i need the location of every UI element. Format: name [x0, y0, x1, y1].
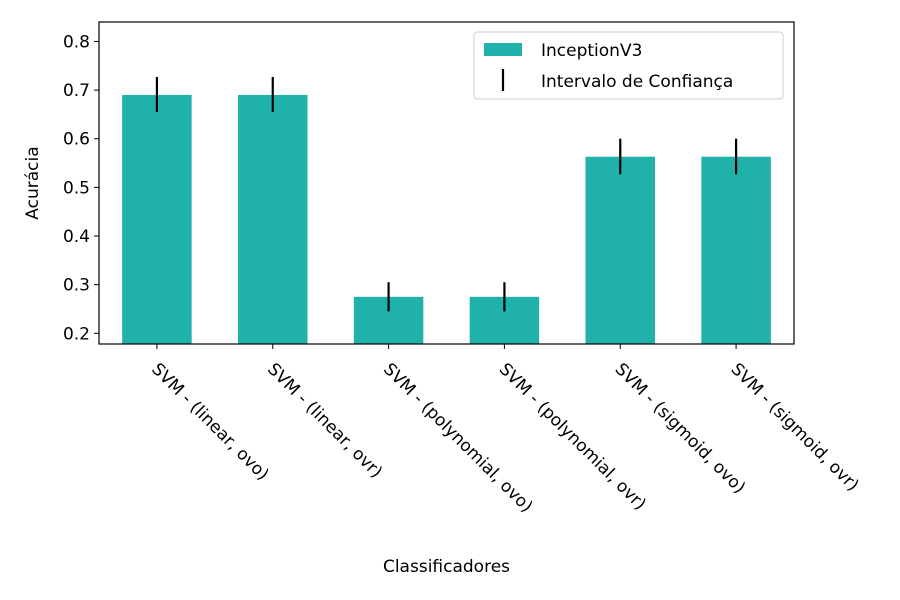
bar-svm-sigmoid-ovo — [585, 156, 655, 344]
error-bars-layer — [155, 76, 738, 312]
legend-swatch-inceptionv3 — [484, 43, 522, 56]
x-tick-label: SVM - (sigmoid, ovr) — [727, 359, 863, 495]
y-tick-label: 0.2 — [63, 324, 90, 344]
legend-label-inceptionv3: InceptionV3 — [541, 41, 642, 61]
bar-svm-sigmoid-ovr — [701, 156, 771, 344]
legend-label-confidence-interval: Intervalo de Confiança — [541, 72, 733, 92]
y-axis: 0.2 0.3 0.4 0.5 0.6 0.7 0.8 — [63, 32, 99, 344]
bar-svm-linear-ovo — [122, 94, 192, 344]
legend: InceptionV3 Intervalo de Confiança — [473, 31, 784, 100]
x-axis-label: Classificadores — [383, 557, 510, 577]
x-tick-label: SVM - (sigmoid, ovo) — [611, 359, 749, 497]
y-tick-label: 0.4 — [63, 227, 90, 247]
y-tick-label: 0.5 — [63, 178, 90, 198]
x-tick-label: SVM - (linear, ovo) — [147, 359, 272, 484]
y-tick-label: 0.8 — [63, 32, 90, 52]
x-axis: SVM - (linear, ovo)SVM - (linear, ovr) SV… — [147, 344, 863, 517]
legend-box — [473, 31, 784, 100]
bar-svm-linear-ovr — [238, 94, 308, 344]
plot-frame — [98, 21, 795, 345]
bars-layer — [122, 94, 771, 344]
x-tick-label: SVM - (linear, ovr) — [263, 359, 386, 482]
y-tick-label: 0.6 — [63, 130, 90, 150]
y-tick-label: 0.3 — [63, 276, 90, 296]
y-axis-label: Acurácia — [23, 146, 43, 219]
y-tick-label: 0.7 — [63, 81, 90, 101]
